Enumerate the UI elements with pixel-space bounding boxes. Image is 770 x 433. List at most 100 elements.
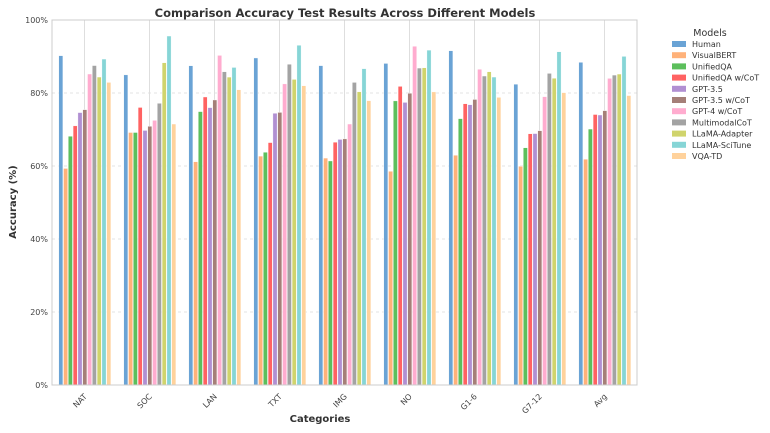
- legend-swatch: [672, 97, 686, 103]
- bar-gpt-4-w-cot-lan: [217, 55, 222, 386]
- y-tick-label: 100%: [25, 16, 48, 25]
- bar-vqa-td-lan: [236, 89, 242, 386]
- bar-unifiedqa-w-cot-soc: [137, 107, 143, 386]
- bar-unifiedqa-w-cot-g7-12: [527, 133, 533, 386]
- x-tick-label: IMG: [332, 392, 349, 409]
- bar-unifiedqa-txt: [263, 152, 268, 386]
- bar-visualbert-txt: [258, 155, 263, 386]
- bar-unifiedqa-w-cot-avg: [592, 114, 598, 386]
- bar-gpt-3-5-avg: [597, 114, 603, 386]
- legend-entry: VQA-TD: [692, 152, 722, 161]
- legend: Models Human VisualBERT UnifiedQA UnifiedQA…: [672, 28, 759, 161]
- bar-llama-scitune-no: [426, 49, 432, 386]
- bar-unifiedqa-w-cot-txt: [267, 142, 273, 386]
- bar-gpt-3-5-w-cot-soc: [147, 126, 153, 386]
- bar-multimodalcot-g7-12: [547, 73, 552, 386]
- bar-human-g7-12: [513, 83, 519, 386]
- bar-multimodalcot-soc: [157, 103, 162, 386]
- bar-human-soc: [123, 74, 129, 386]
- y-axis-label: Accuracy (%): [8, 165, 19, 238]
- legend-entry: VisualBERT: [692, 51, 736, 60]
- bar-llama-scitune-txt: [296, 45, 302, 386]
- bar-visualbert-avg: [583, 158, 588, 386]
- bar-gpt-3-5-lan: [207, 107, 213, 386]
- legend-swatch: [672, 52, 686, 59]
- x-axis-label: Categories: [290, 414, 351, 425]
- bar-human-avg: [578, 62, 584, 386]
- bar-multimodalcot-nat: [92, 65, 97, 386]
- bar-human-lan: [188, 65, 194, 386]
- bar-multimodalcot-img: [352, 82, 357, 386]
- bar-unifiedqa-w-cot-g1-6: [462, 103, 468, 386]
- bar-unifiedqa-w-cot-img: [332, 141, 338, 386]
- y-tick-label: 20%: [30, 308, 48, 317]
- x-tick-label: Avg: [592, 392, 609, 409]
- legend-entry: GPT-3.5 w/CoT: [692, 96, 750, 105]
- bar-vqa-td-avg: [626, 95, 632, 386]
- bar-visualbert-img: [323, 157, 328, 386]
- legend-title: Models: [693, 28, 727, 39]
- legend-entry: GPT-4 w/CoT: [692, 107, 742, 116]
- bar-gpt-3-5-w-cot-img: [342, 138, 348, 386]
- bar-unifiedqa-w-cot-nat: [72, 125, 78, 386]
- bar-gpt-3-5-w-cot-no: [407, 93, 413, 386]
- bar-llama-scitune-g1-6: [491, 76, 497, 386]
- x-tick-label: NO: [399, 392, 414, 407]
- bar-gpt-3-5-g7-12: [532, 133, 538, 386]
- bar-gpt-4-w-cot-g7-12: [542, 96, 547, 386]
- legend-entry: Human: [692, 40, 721, 49]
- x-tick-label: LAN: [201, 392, 219, 410]
- chart-title: Comparison Accuracy Test Results Across …: [155, 6, 536, 20]
- bar-vqa-td-g1-6: [496, 97, 502, 386]
- bar-vqa-td-nat: [106, 82, 112, 386]
- bar-gpt-3-5-soc: [142, 130, 148, 386]
- bar-visualbert-no: [388, 171, 393, 386]
- bar-gpt-4-w-cot-nat: [87, 73, 92, 386]
- bar-llama-adapter-g7-12: [551, 78, 557, 386]
- bar-gpt-3-5-w-cot-lan: [212, 99, 218, 386]
- bar-vqa-td-soc: [171, 123, 177, 386]
- bar-gpt-4-w-cot-no: [412, 46, 417, 386]
- x-tick-label: TXT: [266, 392, 284, 410]
- bar-multimodalcot-txt: [287, 64, 292, 386]
- bar-vqa-td-txt: [301, 85, 307, 386]
- bar-unifiedqa-lan: [198, 111, 203, 386]
- legend-swatch: [672, 74, 686, 81]
- y-tick-label: 80%: [30, 89, 48, 98]
- bar-unifiedqa-g1-6: [458, 118, 463, 386]
- bar-unifiedqa-g7-12: [523, 147, 528, 386]
- bar-llama-adapter-nat: [96, 76, 102, 386]
- bar-llama-adapter-txt: [291, 79, 297, 386]
- x-tick-label: NAT: [71, 392, 89, 410]
- bar-visualbert-lan: [193, 161, 198, 386]
- bar-gpt-3-5-g1-6: [467, 104, 473, 386]
- bar-gpt-3-5-w-cot-nat: [82, 109, 88, 386]
- legend-swatch: [672, 130, 686, 137]
- y-tick-label: 0%: [35, 381, 48, 390]
- bar-gpt-3-5-txt: [272, 113, 278, 386]
- bar-unifiedqa-soc: [133, 132, 138, 386]
- bar-unifiedqa-no: [393, 100, 398, 386]
- bar-human-img: [318, 65, 324, 386]
- bar-unifiedqa-w-cot-no: [397, 86, 403, 386]
- bar-multimodalcot-no: [417, 67, 422, 386]
- legend-entry: UnifiedQA w/CoT: [692, 74, 759, 83]
- bar-llama-adapter-img: [356, 91, 362, 386]
- bar-multimodalcot-g1-6: [482, 75, 487, 386]
- bar-visualbert-g1-6: [453, 154, 458, 386]
- bar-gpt-3-5-w-cot-g1-6: [472, 99, 478, 386]
- bar-unifiedqa-avg: [588, 128, 593, 386]
- bar-gpt-4-w-cot-img: [347, 123, 352, 386]
- legend-entry: LLaMA-Adapter: [692, 130, 753, 139]
- legend-swatch: [672, 141, 686, 148]
- legend-swatch: [672, 41, 686, 47]
- y-tick-label: 60%: [30, 162, 48, 171]
- bar-llama-adapter-g1-6: [486, 71, 492, 386]
- x-tick-label: G7-12: [520, 392, 544, 416]
- legend-entry: MultimodalCoT: [692, 118, 752, 127]
- y-tick-label: 40%: [30, 235, 48, 244]
- bar-llama-scitune-lan: [231, 67, 237, 386]
- legend-entry: GPT-3.5: [692, 85, 723, 94]
